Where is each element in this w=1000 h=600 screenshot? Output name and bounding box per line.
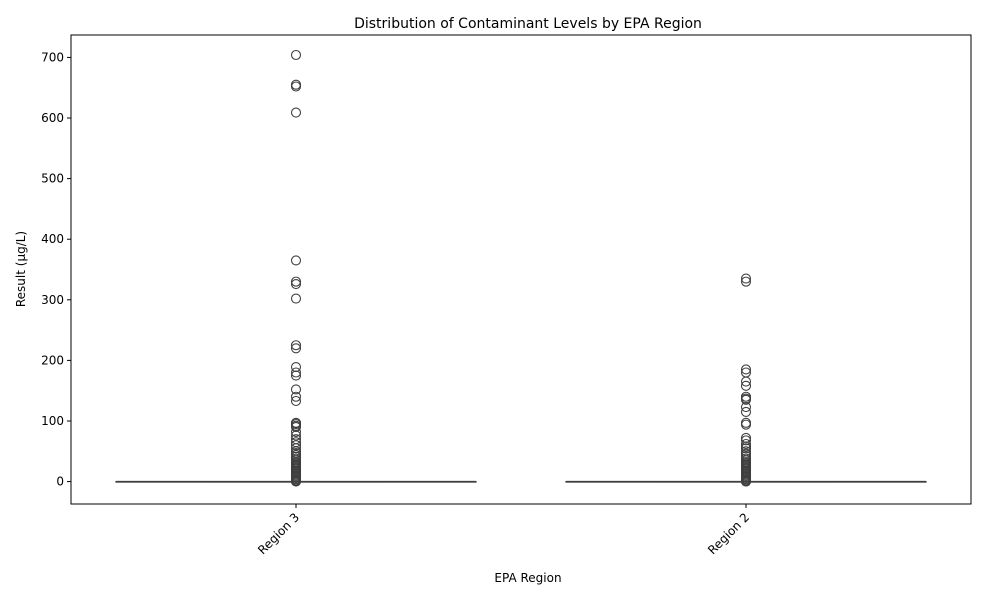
outlier-point [290,430,302,441]
y-tick-label: 300 [41,293,64,307]
outlier-point [290,293,302,304]
outlier-point [290,107,302,118]
outlier-point [740,435,752,446]
outlier-point [290,367,302,378]
x-axis-label: EPA Region [494,571,561,585]
outlier-point [290,276,302,287]
outlier-point [740,276,752,287]
outlier-point [290,343,302,354]
y-tick-label: 400 [41,232,64,246]
outlier-point [290,391,302,402]
outlier-point [740,376,752,387]
x-tick-label: Region 3 [255,510,302,557]
outlier-point [740,476,752,487]
outlier-point [740,401,752,413]
outlier-point [740,273,752,284]
outlier-point [740,419,752,430]
outlier-point [290,255,302,266]
outlier-point [290,370,302,381]
outlier-point [740,438,752,450]
outlier-point [290,395,302,407]
plot-frame [70,34,972,505]
y-tick-label: 600 [41,111,64,125]
outlier-point [290,384,302,395]
outlier-point [290,426,302,437]
outlier-point [740,406,752,417]
outlier-point [290,362,302,373]
y-tick-label: 100 [41,414,64,428]
y-tick-label: 700 [41,50,64,64]
outlier-point [290,476,302,487]
y-tick-label: 500 [41,172,64,186]
y-axis-label: Result (µg/L) [14,231,28,307]
x-tick-label: Region 2 [705,510,752,557]
chart-title: Distribution of Contaminant Levels by EP… [354,16,702,32]
y-tick-label: 0 [56,475,64,489]
outlier-point [740,443,752,454]
outlier-point [740,364,752,375]
outlier-point [290,278,302,290]
outlier-point [290,81,302,92]
outlier-point [740,394,752,405]
y-tick-label: 200 [41,353,64,367]
outlier-point [290,49,302,61]
outlier-point [740,380,752,391]
outlier-point [290,340,302,351]
outlier-point [290,440,302,451]
